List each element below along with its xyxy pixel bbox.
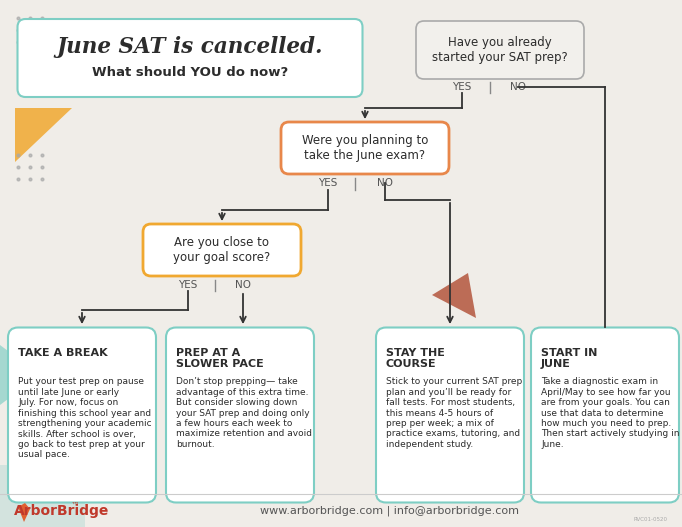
FancyBboxPatch shape bbox=[416, 21, 584, 79]
Polygon shape bbox=[0, 345, 40, 405]
Text: Don’t stop prepping— take
advantage of this extra time.
But consider slowing dow: Don’t stop prepping— take advantage of t… bbox=[176, 377, 312, 449]
Text: TAKE A BREAK: TAKE A BREAK bbox=[18, 347, 108, 357]
Text: STAY THE
COURSE: STAY THE COURSE bbox=[386, 347, 445, 369]
Text: NO: NO bbox=[510, 82, 526, 92]
Polygon shape bbox=[18, 503, 30, 522]
Text: What should YOU do now?: What should YOU do now? bbox=[92, 66, 288, 80]
FancyBboxPatch shape bbox=[166, 327, 314, 503]
Text: Were you planning to
take the June exam?: Were you planning to take the June exam? bbox=[302, 134, 428, 162]
Text: June SAT is cancelled.: June SAT is cancelled. bbox=[57, 36, 323, 58]
Text: NO: NO bbox=[377, 178, 393, 188]
Text: PREP AT A
SLOWER PACE: PREP AT A SLOWER PACE bbox=[176, 347, 264, 369]
Text: YES: YES bbox=[452, 82, 472, 92]
Text: ArborBridge: ArborBridge bbox=[14, 504, 110, 518]
Text: Stick to your current SAT prep
plan and you’ll be ready for
fall tests. For most: Stick to your current SAT prep plan and … bbox=[386, 377, 522, 449]
Text: www.arborbridge.com | info@arborbridge.com: www.arborbridge.com | info@arborbridge.c… bbox=[261, 506, 520, 516]
Text: YES: YES bbox=[318, 178, 338, 188]
Polygon shape bbox=[432, 273, 476, 318]
FancyBboxPatch shape bbox=[8, 327, 156, 503]
FancyBboxPatch shape bbox=[376, 327, 524, 503]
Text: Are you close to
your goal score?: Are you close to your goal score? bbox=[173, 236, 271, 264]
FancyBboxPatch shape bbox=[143, 224, 301, 276]
Text: Take a diagnostic exam in
April/May to see how far you
are from your goals. You : Take a diagnostic exam in April/May to s… bbox=[541, 377, 679, 449]
Text: Have you already
started your SAT prep?: Have you already started your SAT prep? bbox=[432, 36, 568, 64]
FancyBboxPatch shape bbox=[281, 122, 449, 174]
Text: START IN
JUNE: START IN JUNE bbox=[541, 347, 597, 369]
Text: Put your test prep on pause
until late June or early
July. For now, focus on
fin: Put your test prep on pause until late J… bbox=[18, 377, 151, 460]
Text: RVC01-0520: RVC01-0520 bbox=[634, 517, 668, 522]
Text: ™: ™ bbox=[71, 501, 79, 510]
FancyBboxPatch shape bbox=[18, 19, 363, 97]
Text: YES: YES bbox=[178, 280, 198, 290]
Polygon shape bbox=[0, 465, 85, 527]
Polygon shape bbox=[15, 108, 72, 162]
Text: NO: NO bbox=[235, 280, 251, 290]
FancyBboxPatch shape bbox=[531, 327, 679, 503]
